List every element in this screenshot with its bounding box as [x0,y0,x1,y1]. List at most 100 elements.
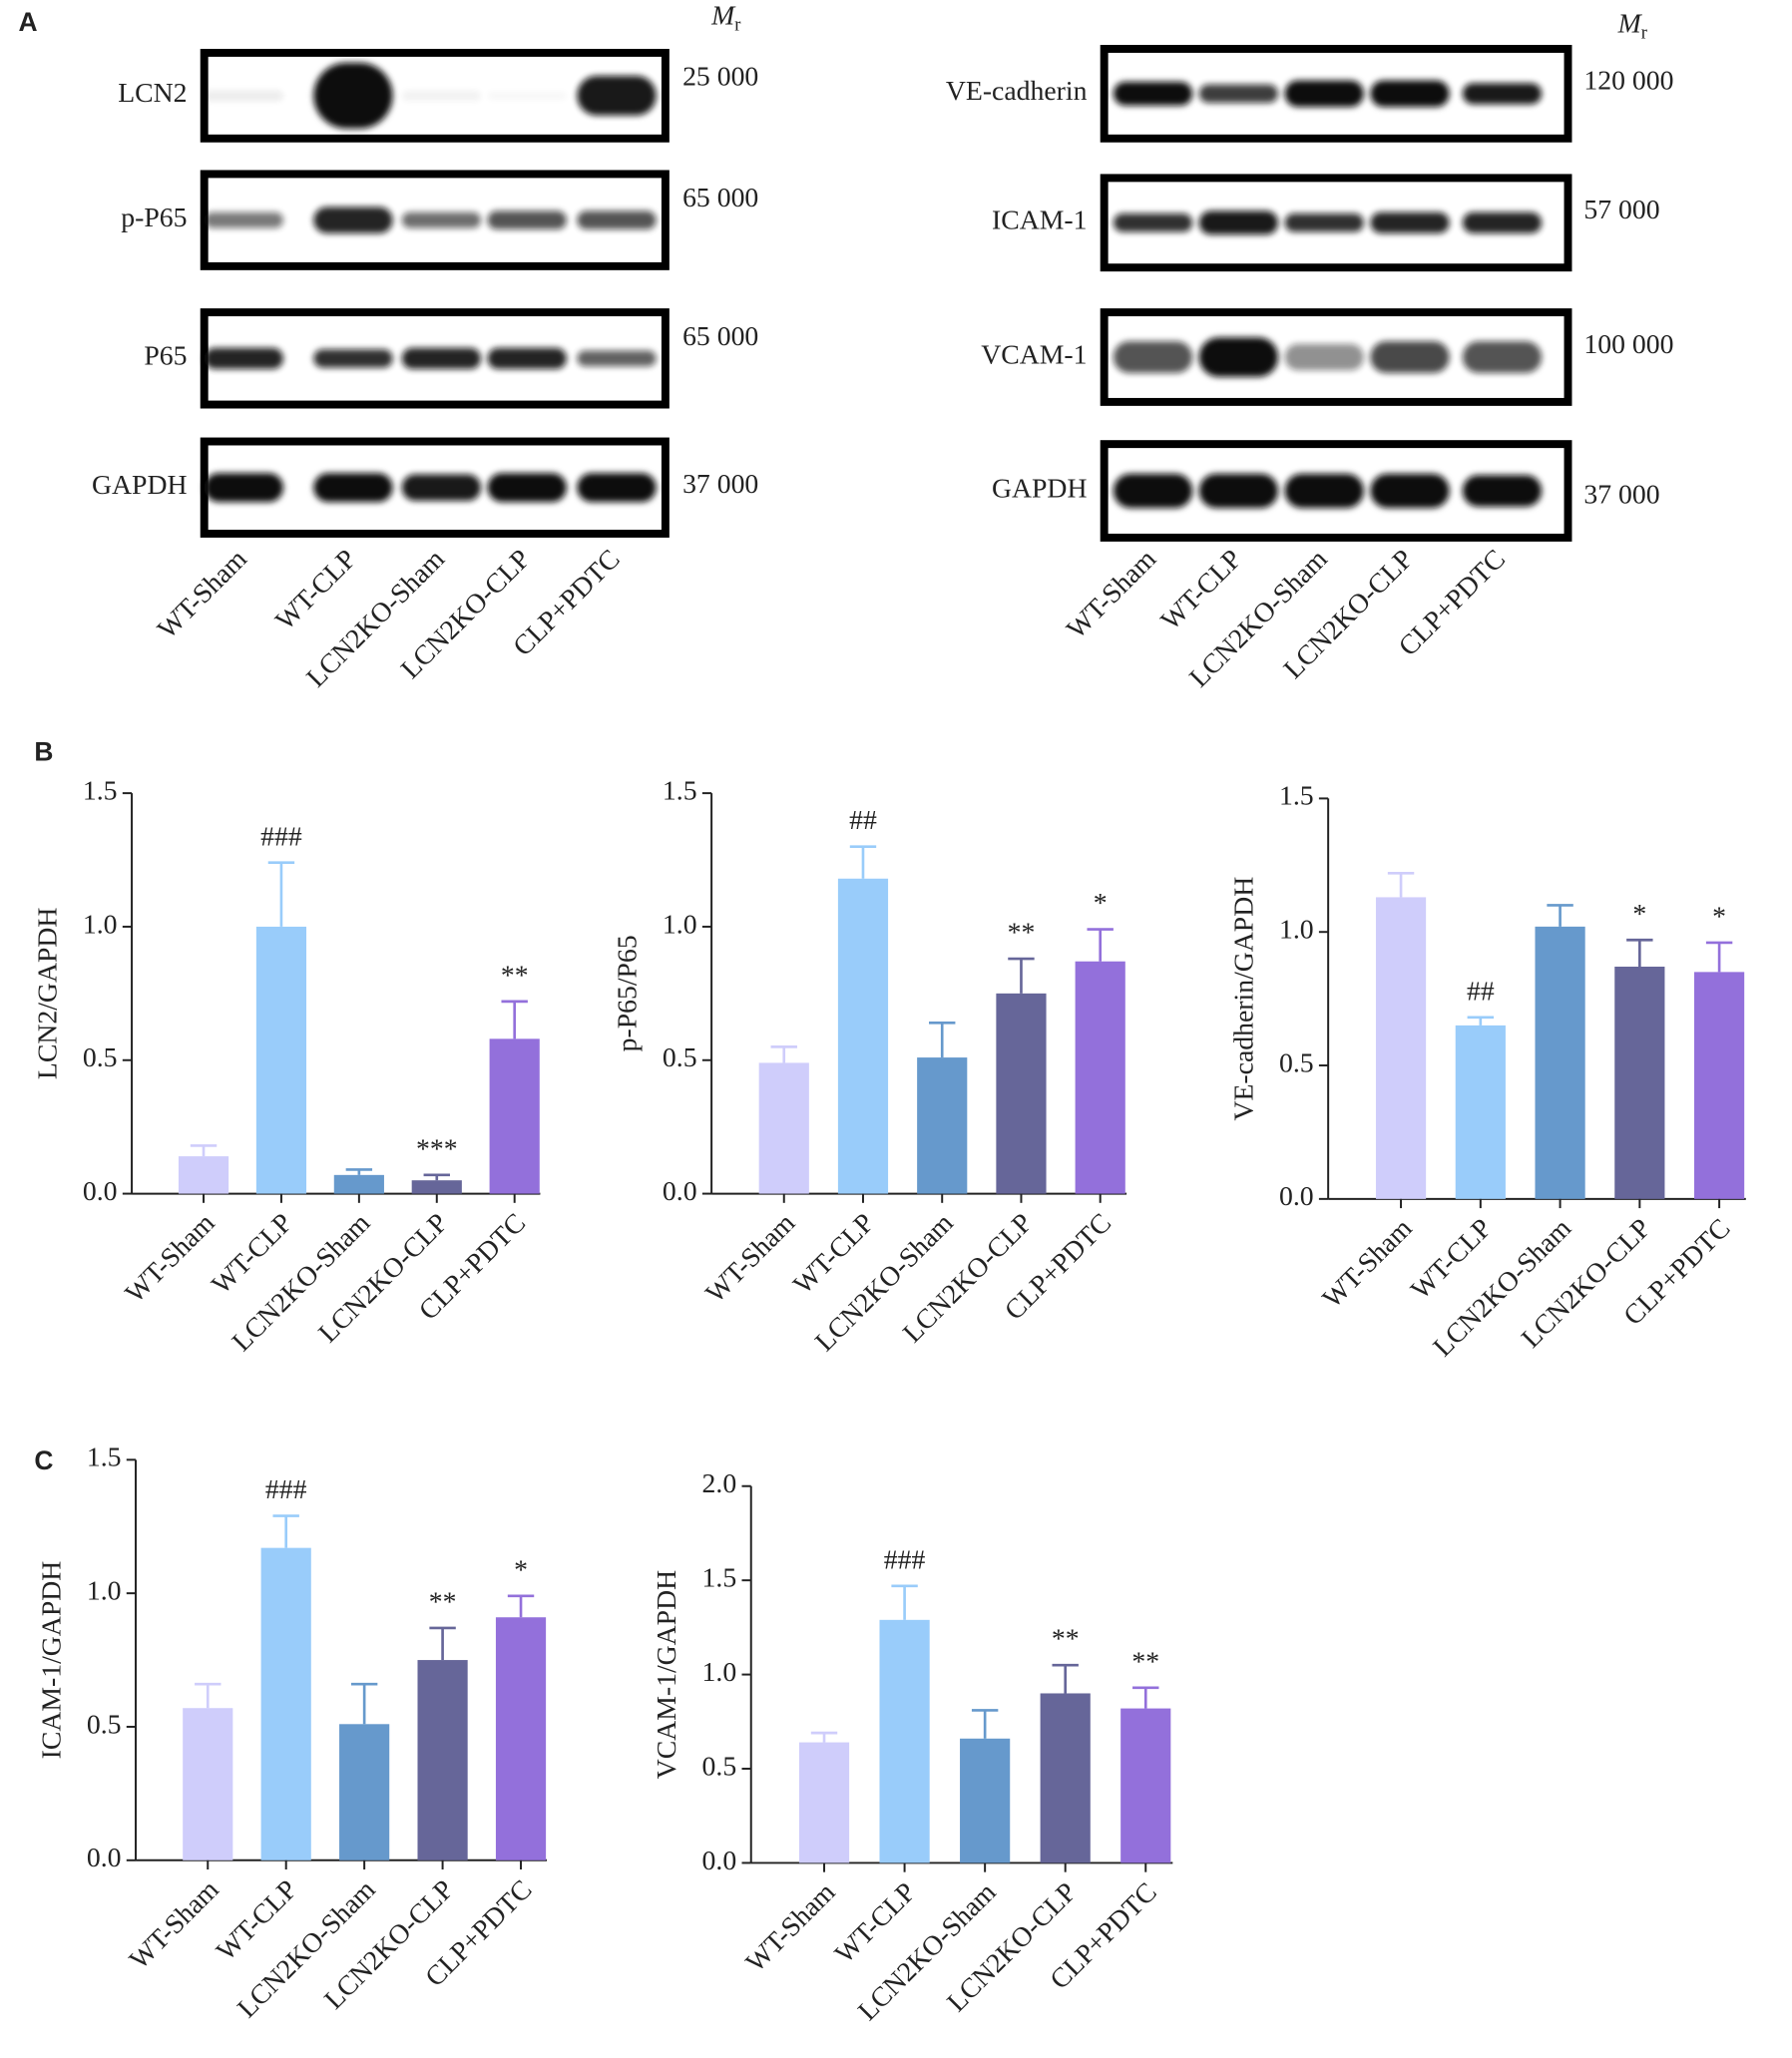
significance-label: ** [1052,1623,1080,1654]
y-tick-label: 1.5 [663,774,697,805]
y-tick-label: 0.0 [702,1845,737,1875]
blot-band [1370,341,1450,373]
mr-label: 37 000 [682,468,758,499]
blot-row-label: VCAM-1 [981,338,1087,369]
y-axis-label: VE-cadherin/GAPDH [1228,877,1259,1121]
blot-band [577,76,657,116]
y-tick-label: 0.5 [702,1750,737,1781]
y-tick-label: 1.5 [702,1562,737,1593]
x-tick-label: LCN2KO-Sham [808,1206,959,1357]
blot-band [401,211,482,228]
y-tick-label: 0.5 [663,1041,697,1072]
y-axis-label: VCAM-1/GAPDH [651,1570,681,1779]
blot-band [1113,81,1193,106]
y-tick-label: 1.0 [702,1656,737,1687]
blot-band [577,350,657,367]
bar [411,1180,462,1194]
mr-label: 57 000 [1583,194,1659,224]
lane-label: WT-Sham [151,543,252,644]
x-tick-label: WT-Sham [123,1873,224,1975]
bar [255,926,307,1194]
bar [798,1742,850,1863]
bar [339,1724,390,1860]
significance-label: ** [429,1586,457,1617]
y-tick-label: 1.5 [87,1441,122,1472]
blot-band [1284,473,1364,509]
y-tick-label: 0.0 [1279,1180,1314,1211]
y-tick-label: 0.0 [83,1175,118,1206]
bar [1120,1708,1171,1863]
blot-band [204,473,283,503]
y-tick-label: 0.0 [87,1842,122,1872]
blot-band [204,347,283,369]
blot-row-label: LCN2 [118,77,187,108]
mr-label: 100 000 [1583,328,1673,359]
bar [758,1062,809,1194]
significance-label: * [1094,887,1108,918]
significance-label: ### [265,1473,307,1504]
blot-band [1284,80,1364,108]
bar [178,1156,229,1194]
significance-label: ## [1467,975,1495,1006]
blot-band [401,474,482,501]
blot-band [1198,84,1278,104]
blot-band [487,210,567,229]
blot-band [313,349,393,368]
blot-band [204,90,283,102]
y-tick-label: 0.0 [663,1175,697,1206]
significance-label: * [514,1553,528,1584]
bar [1535,926,1585,1199]
x-tick-label: WT-Sham [1316,1212,1418,1314]
blot-row-label: VE-cadherin [946,75,1088,106]
x-tick-label: LCN2KO-Sham [230,1873,381,2024]
blot-band [577,210,657,229]
bar [489,1038,540,1194]
y-tick-label: 0.5 [1279,1046,1314,1077]
x-tick-label: WT-Sham [699,1206,801,1308]
blot-band [1198,210,1278,235]
mr-subscript: r [734,15,740,35]
x-tick-label: WT-Sham [119,1206,221,1308]
significance-label: ### [260,820,302,851]
panel-label: B [34,736,53,766]
blot-band [1113,213,1193,232]
significance-label: ** [501,959,529,990]
bar [417,1660,468,1860]
mr-label: 25 000 [682,61,758,92]
blot-band [313,62,393,129]
y-tick-label: 1.0 [663,908,697,939]
bar [996,993,1047,1194]
blot-band [401,347,482,369]
mr-label: 37 000 [1583,478,1659,509]
y-axis-label: ICAM-1/GAPDH [36,1561,67,1760]
blot-band [577,473,657,503]
y-tick-label: 1.0 [87,1575,122,1606]
bar [917,1057,968,1194]
bar [837,878,889,1194]
blot-band [1462,83,1543,105]
blot-band [487,347,567,369]
bar [1614,967,1665,1199]
blot-band [1462,475,1543,507]
blot-band [487,473,567,503]
y-tick-label: 1.5 [83,774,118,805]
blot-band [1462,211,1543,233]
blot-band [1198,337,1278,377]
blot-band [1113,341,1193,373]
bar [1075,961,1125,1194]
mr-symbol: M [710,0,736,31]
blot-band [1284,213,1364,232]
x-tick-label: LCN2KO-Sham [851,1875,1002,2026]
x-tick-label: LCN2KO-Sham [225,1206,376,1357]
significance-label: ### [884,1543,926,1574]
mr-label: 65 000 [682,320,758,351]
significance-label: ** [1131,1645,1159,1676]
mr-subscript: r [1641,23,1647,43]
bar [1375,897,1427,1199]
y-tick-label: 1.0 [83,908,118,939]
bar [1694,972,1745,1199]
mr-label: 65 000 [682,182,758,212]
y-tick-label: 1.0 [1279,914,1314,945]
bar [1040,1693,1091,1863]
